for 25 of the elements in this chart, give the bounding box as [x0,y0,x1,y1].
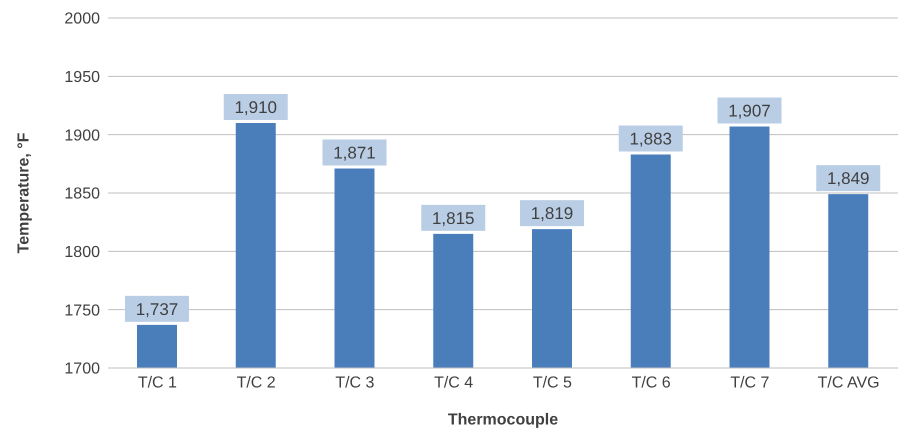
y-tick-label: 1800 [64,244,100,262]
y-tick-label: 2000 [64,10,100,28]
x-tick-label: T/C 2 [236,374,276,392]
x-tick-label: T/C AVG [818,374,880,392]
data-label: 1,907 [728,102,771,120]
y-tick-label: 1700 [64,360,100,378]
data-label: 1,815 [432,208,475,228]
y-tick-label: 1850 [64,186,100,203]
x-tick-label: T/C 7 [730,374,770,392]
x-tick-label: T/C 4 [434,374,474,392]
y-tick-label: 1750 [64,302,100,320]
data-label: 1,910 [234,98,278,117]
data-label: 1,737 [136,300,178,319]
y-axis-title: Temperature, °F [16,132,33,254]
data-label: 1,849 [826,169,870,188]
x-tick-label: T/C 5 [532,374,572,392]
data-label: 1,871 [333,144,376,162]
x-axis-title: Thermocouple [448,411,558,428]
x-tick-label: T/C 1 [138,374,178,392]
x-tick-label: T/C 3 [335,374,375,392]
data-label: 1,883 [629,130,672,148]
y-tick-label: 1900 [64,127,100,144]
y-tick-label: 1950 [64,69,100,86]
x-tick-label: T/C 6 [632,374,671,392]
data-label: 1,819 [530,204,574,224]
